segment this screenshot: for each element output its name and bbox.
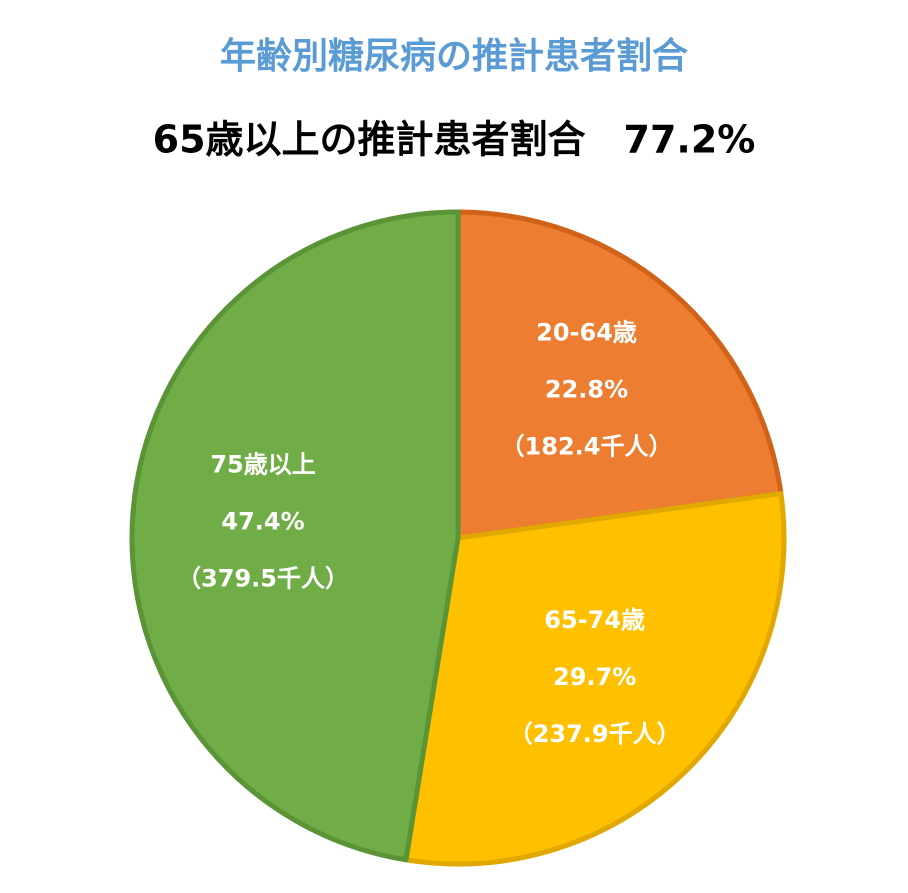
labels: 20-64歳 22.8% （182.4千人） 65-74歳 29.7% （237.9千人）… xyxy=(177,319,681,748)
chart-title: 年齢別糖尿病の推計患者割合 xyxy=(220,36,688,77)
slice-category: 20-64歳 xyxy=(536,319,637,347)
slice-count-label: （379.5千人） xyxy=(177,564,349,592)
slice-category: 65-74歳 xyxy=(544,606,645,634)
slice-count-label: （182.4千人） xyxy=(501,433,673,461)
slice-category: 75歳以上 xyxy=(210,450,315,478)
slice-count-label: （237.9千人） xyxy=(509,720,681,748)
pie-slice xyxy=(403,491,787,867)
pie-slice xyxy=(129,209,461,863)
slice-value-label: 22.8% xyxy=(545,376,628,404)
pie xyxy=(129,209,787,867)
slice-value-label: 29.7% xyxy=(553,663,636,691)
pie-slice xyxy=(455,209,784,541)
slice-value-label: 47.4% xyxy=(221,507,304,535)
chart-subtitle: 65歳以上の推計患者割合 77.2% xyxy=(153,118,756,162)
